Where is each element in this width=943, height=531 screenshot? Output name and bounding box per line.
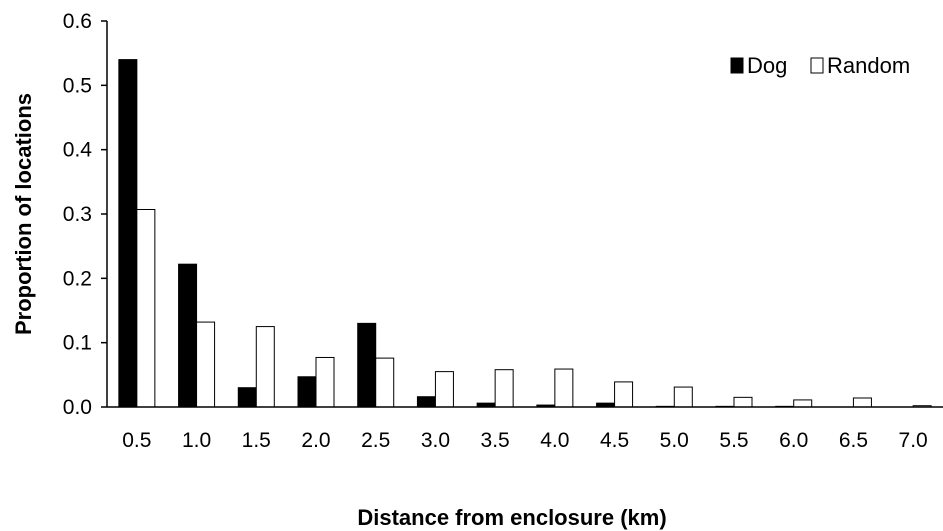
y-tick-label: 0.5 (63, 74, 92, 97)
y-tick-label: 0.4 (63, 139, 93, 162)
bar-dog-1.5 (237, 387, 257, 408)
legend-swatch-random (810, 57, 824, 74)
x-tick-label: 4.5 (600, 429, 629, 452)
x-tick-label: 1.5 (242, 429, 271, 452)
bar-random-3.0 (434, 371, 454, 408)
x-tick-label: 2.0 (301, 429, 330, 452)
bar-dog-1.0 (178, 263, 198, 408)
bar-random-5.5 (733, 396, 753, 408)
chart-marks (118, 59, 932, 408)
bar-random-4.5 (614, 381, 634, 408)
legend-label-dog: Dog (747, 53, 787, 78)
bar-random-6.5 (852, 397, 872, 408)
bar-dog-2.0 (297, 376, 317, 408)
x-tick-label: 2.5 (361, 429, 390, 452)
y-tick-label: 0.6 (63, 10, 92, 33)
bar-dog-2.5 (357, 322, 377, 408)
y-tick-label: 0.2 (63, 267, 92, 290)
x-tick-label: 6.5 (839, 429, 868, 452)
y-tick-label: 0.3 (63, 203, 92, 226)
x-tick-label: 6.0 (779, 429, 808, 452)
bar-random-2.5 (375, 357, 395, 408)
bar-random-6.0 (793, 399, 813, 408)
x-tick-label: 1.0 (182, 429, 211, 452)
bar-random-1.5 (255, 326, 275, 408)
x-tick-label: 3.0 (421, 429, 450, 452)
y-axis-ticks: 0.0 0.1 0.2 0.3 0.4 0.5 0.6 (63, 10, 107, 419)
x-tick-label: 5.5 (719, 429, 748, 452)
x-tick-label: 0.5 (122, 429, 151, 452)
y-tick-label: 0.1 (63, 332, 92, 355)
legend: Dog Random (730, 53, 910, 78)
legend-swatch-dog (730, 57, 744, 74)
bar-dog-3.0 (416, 396, 436, 408)
x-tick-label: 3.5 (481, 429, 510, 452)
bar-random-3.5 (494, 369, 514, 408)
bar-random-4.0 (554, 368, 574, 408)
x-axis-title: Distance from enclosure (km) (357, 505, 666, 530)
bar-dog-0.5 (118, 59, 138, 408)
x-tick-label: 7.0 (899, 429, 928, 452)
x-tick-label: 5.0 (660, 429, 689, 452)
x-axis-ticks: 0.5 1.0 1.5 2.0 2.5 3.0 3.5 4.0 4.5 5.0 5.5 6.0 6.5 7… (122, 429, 927, 452)
bar-random-1.0 (196, 321, 216, 408)
bar-random-5.0 (673, 386, 693, 408)
legend-label-random: Random (827, 53, 910, 78)
x-tick-label: 4.0 (540, 429, 569, 452)
bar-random-0.5 (136, 208, 156, 408)
y-axis-title: Proportion of locations (11, 93, 36, 335)
y-tick-label: 0.0 (63, 396, 92, 419)
bar-random-2.0 (315, 356, 335, 408)
